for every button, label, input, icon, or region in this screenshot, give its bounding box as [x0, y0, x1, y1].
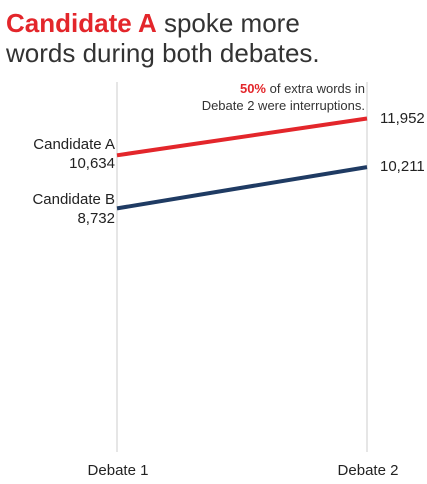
candidate-a-debate-2-value: 11,952 [380, 109, 425, 127]
title-line-1-rest: spoke more [156, 8, 300, 38]
x-label-debate-1: Debate 1 [87, 462, 149, 479]
chart-title-line-2: words during both debates. [6, 38, 320, 68]
candidate-b-name: Candidate B [32, 191, 115, 209]
candidate-b-line [116, 165, 368, 211]
candidate-b-label: Candidate B 8,732 [32, 190, 115, 228]
candidate-b-debate-1-value: 8,732 [77, 210, 115, 228]
candidate-a-label: Candidate A 10,634 [33, 135, 115, 173]
annotation-line-1: 50% of extra words in [202, 80, 365, 97]
candidate-a-debate-1-value: 10,634 [69, 155, 115, 173]
annotation-line-1-rest: of extra words in [266, 81, 365, 96]
x-label-debate-2: Debate 2 [337, 462, 399, 479]
candidate-b-debate-2-value: 10,211 [380, 158, 425, 176]
candidate-a-name: Candidate A [33, 136, 115, 154]
title-highlight: Candidate A [6, 8, 157, 38]
interruption-annotation: 50% of extra words in Debate 2 were inte… [202, 80, 365, 114]
chart-title-line-1: Candidate A spoke more [6, 8, 300, 38]
annotation-highlight: 50% [239, 81, 266, 96]
annotation-line-2: Debate 2 were interruptions. [201, 98, 365, 113]
candidate-a-line [116, 116, 368, 158]
